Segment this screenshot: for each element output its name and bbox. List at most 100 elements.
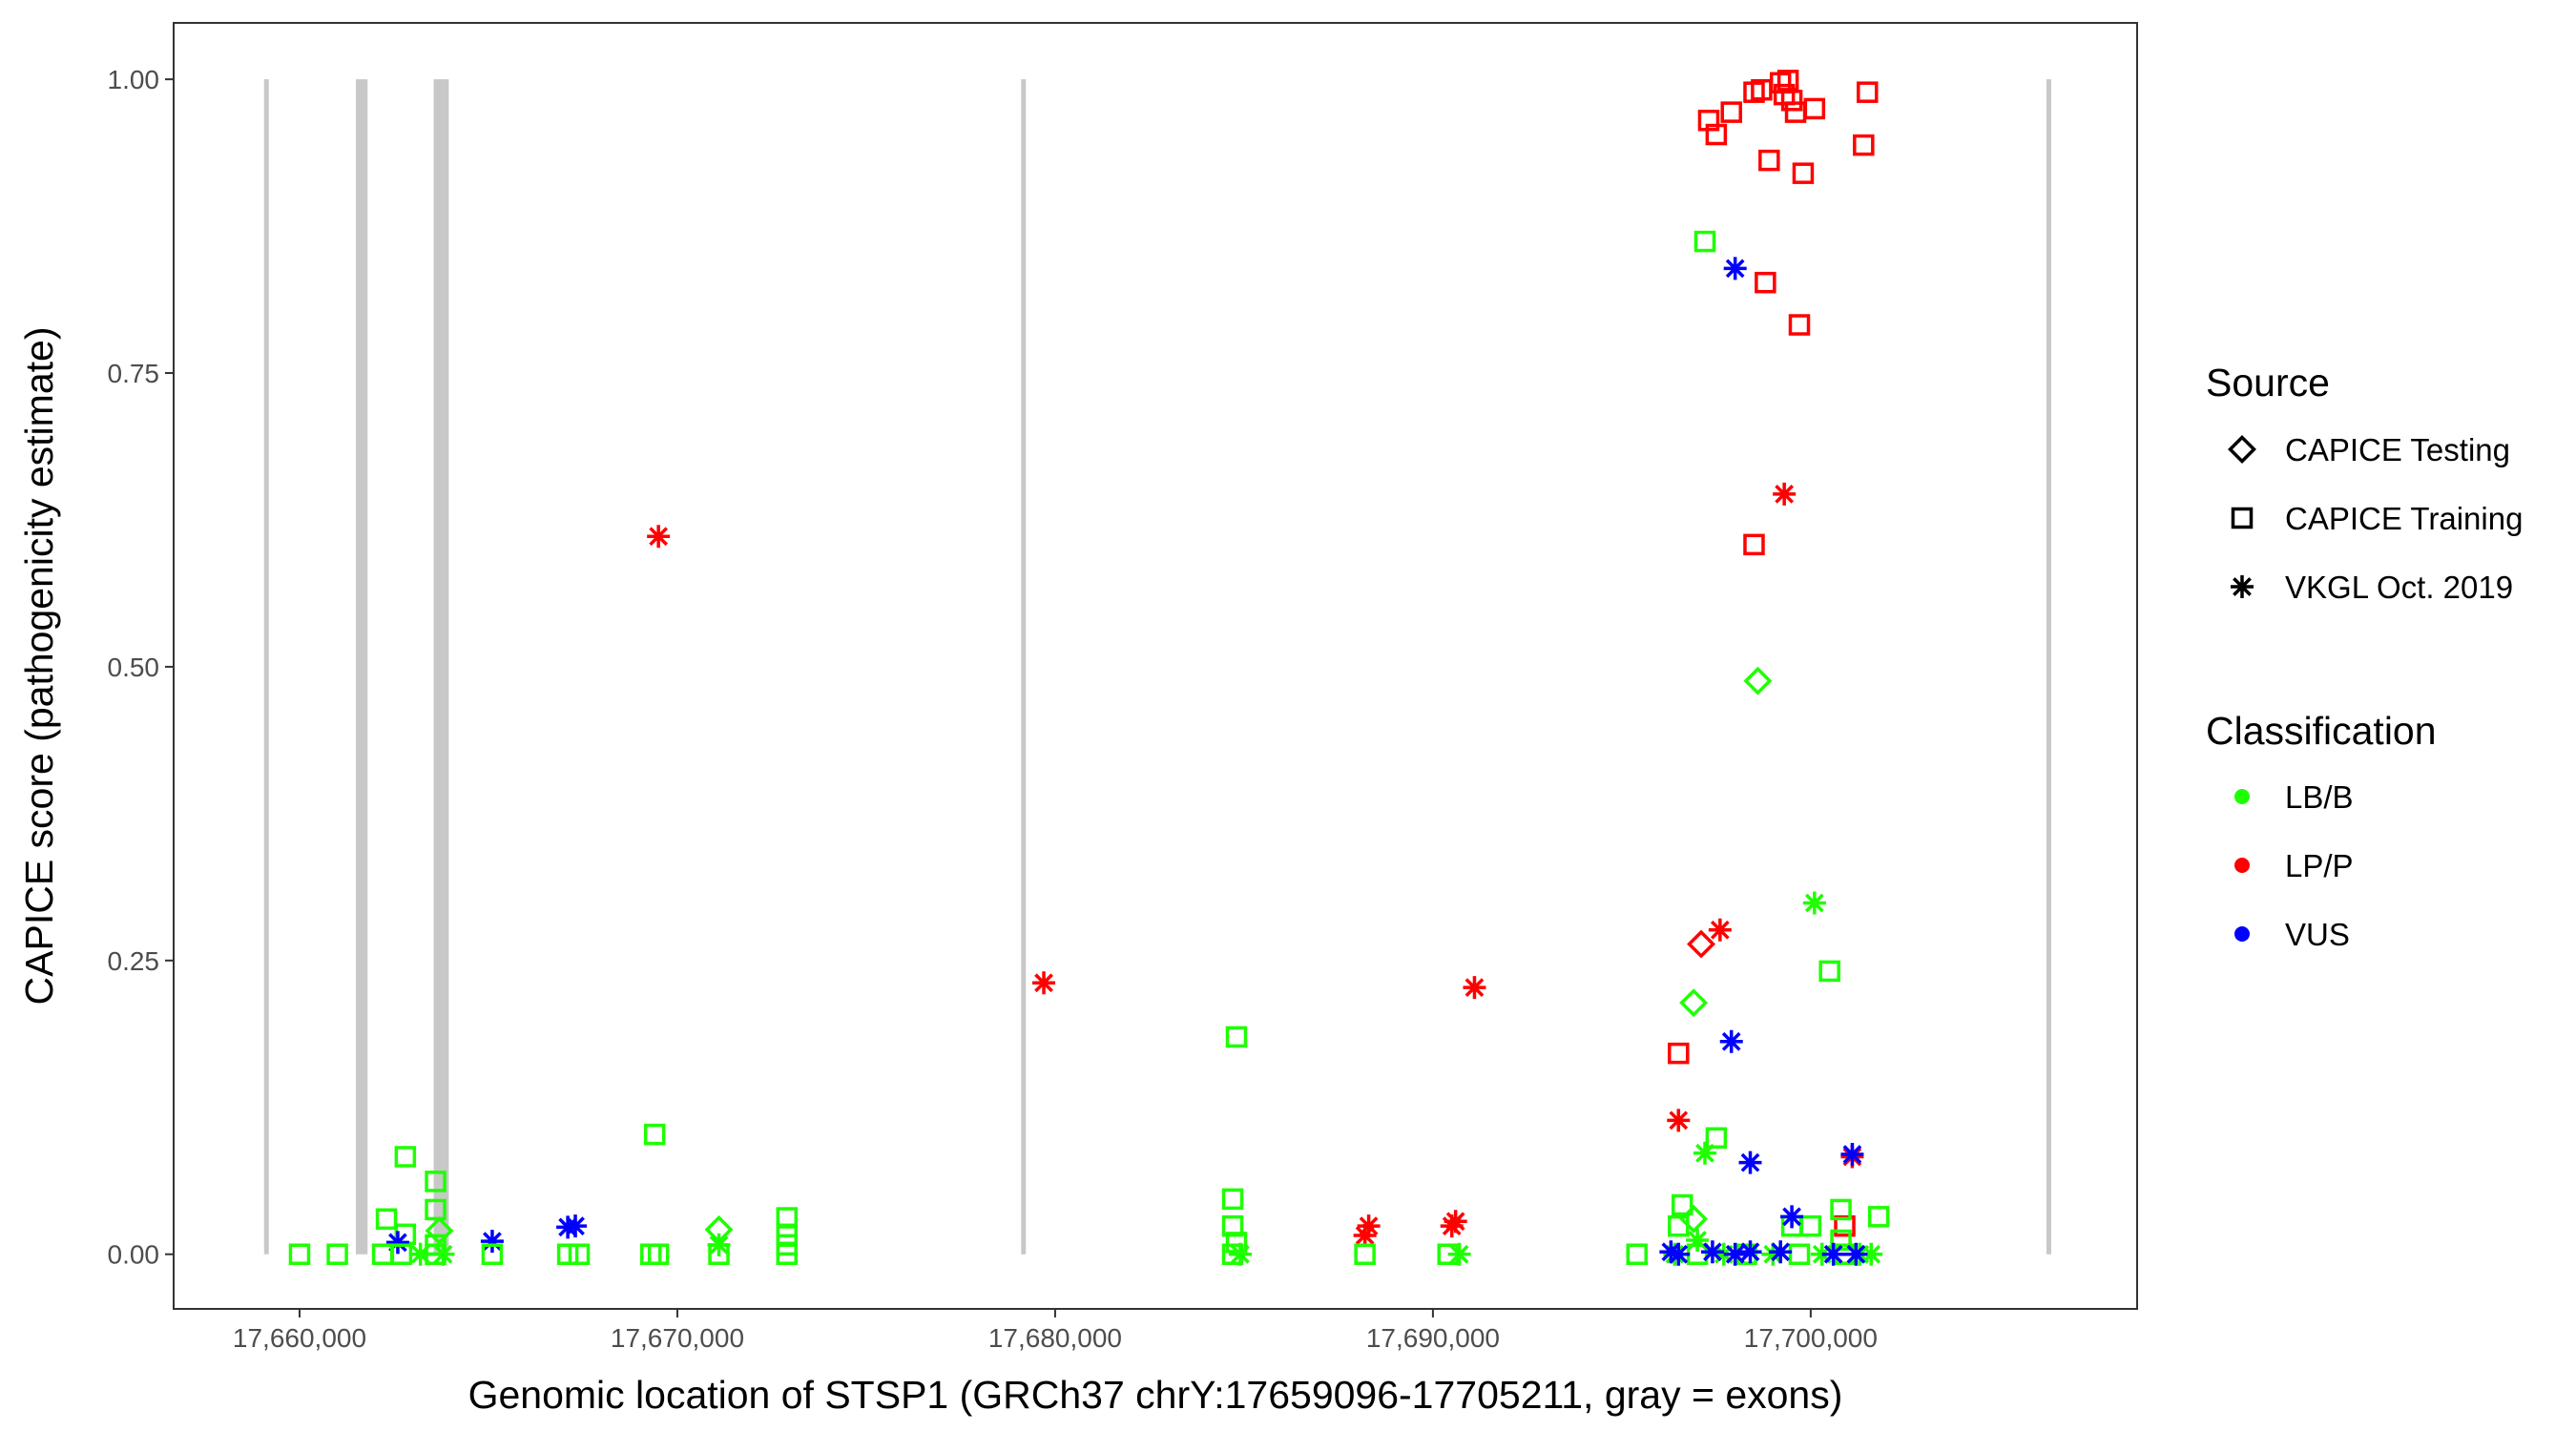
data-point: [556, 1215, 580, 1239]
legend-label: CAPICE Testing: [2285, 432, 2510, 467]
data-point: [1761, 1242, 1785, 1266]
data-point: [1780, 1205, 1804, 1229]
data-point: [1668, 1042, 1690, 1065]
data-point: [1354, 1243, 1376, 1265]
data-point: [1743, 533, 1765, 556]
data-point: [1667, 1242, 1691, 1266]
x-tick-label: 17,700,000: [1744, 1323, 1878, 1353]
data-point: [1840, 1143, 1864, 1167]
data-point: [568, 1243, 591, 1265]
data-point: [1357, 1214, 1381, 1238]
data-point: [1693, 1141, 1716, 1165]
y-axis: 0.00 0.25 0.50 0.75 1.00: [108, 65, 174, 1270]
y-tick-label: 0.00: [108, 1240, 160, 1270]
legend-key-dot-icon: [2234, 926, 2250, 942]
data-point: [1743, 666, 1773, 695]
data-point: [1780, 90, 1803, 112]
data-point: [1228, 1242, 1252, 1266]
data-point: [1626, 1243, 1648, 1265]
data-point: [1802, 891, 1826, 915]
data-point: [1221, 1188, 1244, 1211]
exon-bar: [2046, 79, 2051, 1255]
data-point: [1738, 1151, 1762, 1174]
data-point: [1799, 1214, 1822, 1237]
data-point: [1758, 149, 1780, 172]
data-point: [1447, 1242, 1471, 1266]
exon-bar: [1021, 79, 1027, 1255]
legend-title-source: Source: [2206, 361, 2330, 404]
data-point: [1818, 960, 1840, 983]
x-tick-label: 17,670,000: [611, 1323, 744, 1353]
data-point: [1705, 123, 1728, 146]
data-point: [431, 1242, 455, 1266]
data-point: [1221, 1214, 1244, 1237]
x-tick-label: 17,660,000: [233, 1323, 366, 1353]
data-point: [647, 525, 671, 549]
data-point: [1723, 257, 1747, 280]
data-point: [1463, 976, 1486, 1000]
data-point: [1755, 271, 1776, 294]
data-point: [1659, 1240, 1683, 1264]
y-tick-label: 0.25: [108, 946, 160, 976]
data-point: [1708, 918, 1732, 942]
data-point: [1353, 1224, 1377, 1248]
plot-background: [174, 23, 2137, 1309]
data-point: [1788, 314, 1811, 336]
data-point: [1693, 230, 1716, 253]
x-tick-label: 17,690,000: [1366, 1323, 1500, 1353]
data-point: [1679, 988, 1709, 1018]
legend-key-square-icon: [2231, 507, 2254, 529]
data-point: [643, 1123, 666, 1146]
y-tick-label: 0.75: [108, 359, 160, 388]
data-point: [480, 1230, 504, 1254]
data-point: [425, 1198, 447, 1221]
legend-key-dot-icon: [2234, 858, 2250, 873]
data-point: [1792, 162, 1815, 184]
data-point: [385, 1231, 409, 1255]
data-point: [1440, 1214, 1464, 1238]
data-point: [647, 1243, 670, 1265]
data-point: [1859, 1242, 1883, 1266]
data-point: [1720, 101, 1742, 123]
legend-label: LP/P: [2285, 848, 2354, 883]
y-axis-title: CAPICE score (pathogenicity estimate): [17, 327, 61, 1006]
data-point: [1700, 1240, 1724, 1264]
data-point: [1776, 70, 1799, 92]
legend-title-classification: Classification: [2206, 709, 2437, 753]
data-point: [1830, 1198, 1852, 1221]
y-tick-label: 0.50: [108, 653, 160, 682]
data-point: [1773, 482, 1797, 506]
legend-label: LB/B: [2285, 779, 2354, 815]
x-axis: 17,660,000 17,670,000 17,680,000 17,690,000…: [233, 1309, 1878, 1353]
data-point: [1719, 1029, 1743, 1053]
data-point: [481, 1243, 504, 1265]
data-point: [425, 1216, 454, 1246]
data-point: [1844, 1242, 1868, 1266]
x-tick-label: 17,680,000: [988, 1323, 1122, 1353]
data-point: [1705, 1127, 1728, 1150]
data-point: [1769, 1240, 1793, 1264]
data-point: [1867, 1206, 1890, 1228]
legend-label: VKGL Oct. 2019: [2285, 570, 2513, 605]
data-point: [1803, 97, 1826, 120]
data-point: [288, 1243, 311, 1265]
legend: Source CAPICE Testing CAPICE Training VKGL…: [2206, 361, 2523, 952]
data-point: [1679, 1204, 1709, 1234]
exon-bar: [355, 79, 368, 1255]
exon-layer: [263, 79, 2051, 1255]
data-point: [708, 1243, 730, 1265]
legend-label: VUS: [2285, 917, 2350, 952]
data-point: [1853, 134, 1875, 156]
exon-bar: [433, 79, 449, 1255]
y-tick-label: 1.00: [108, 65, 160, 94]
data-point: [1671, 1193, 1693, 1216]
data-point: [1687, 929, 1716, 959]
data-point: [1032, 971, 1056, 995]
data-point: [1667, 1109, 1691, 1132]
data-point: [425, 1171, 447, 1192]
data-point: [326, 1243, 348, 1265]
data-point: [394, 1146, 417, 1168]
data-point: [776, 1243, 799, 1265]
points-layer: [288, 70, 1890, 1266]
